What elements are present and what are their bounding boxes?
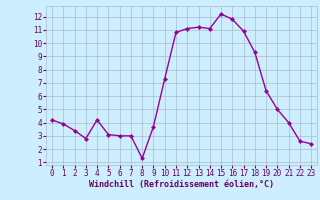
- X-axis label: Windchill (Refroidissement éolien,°C): Windchill (Refroidissement éolien,°C): [89, 180, 274, 189]
